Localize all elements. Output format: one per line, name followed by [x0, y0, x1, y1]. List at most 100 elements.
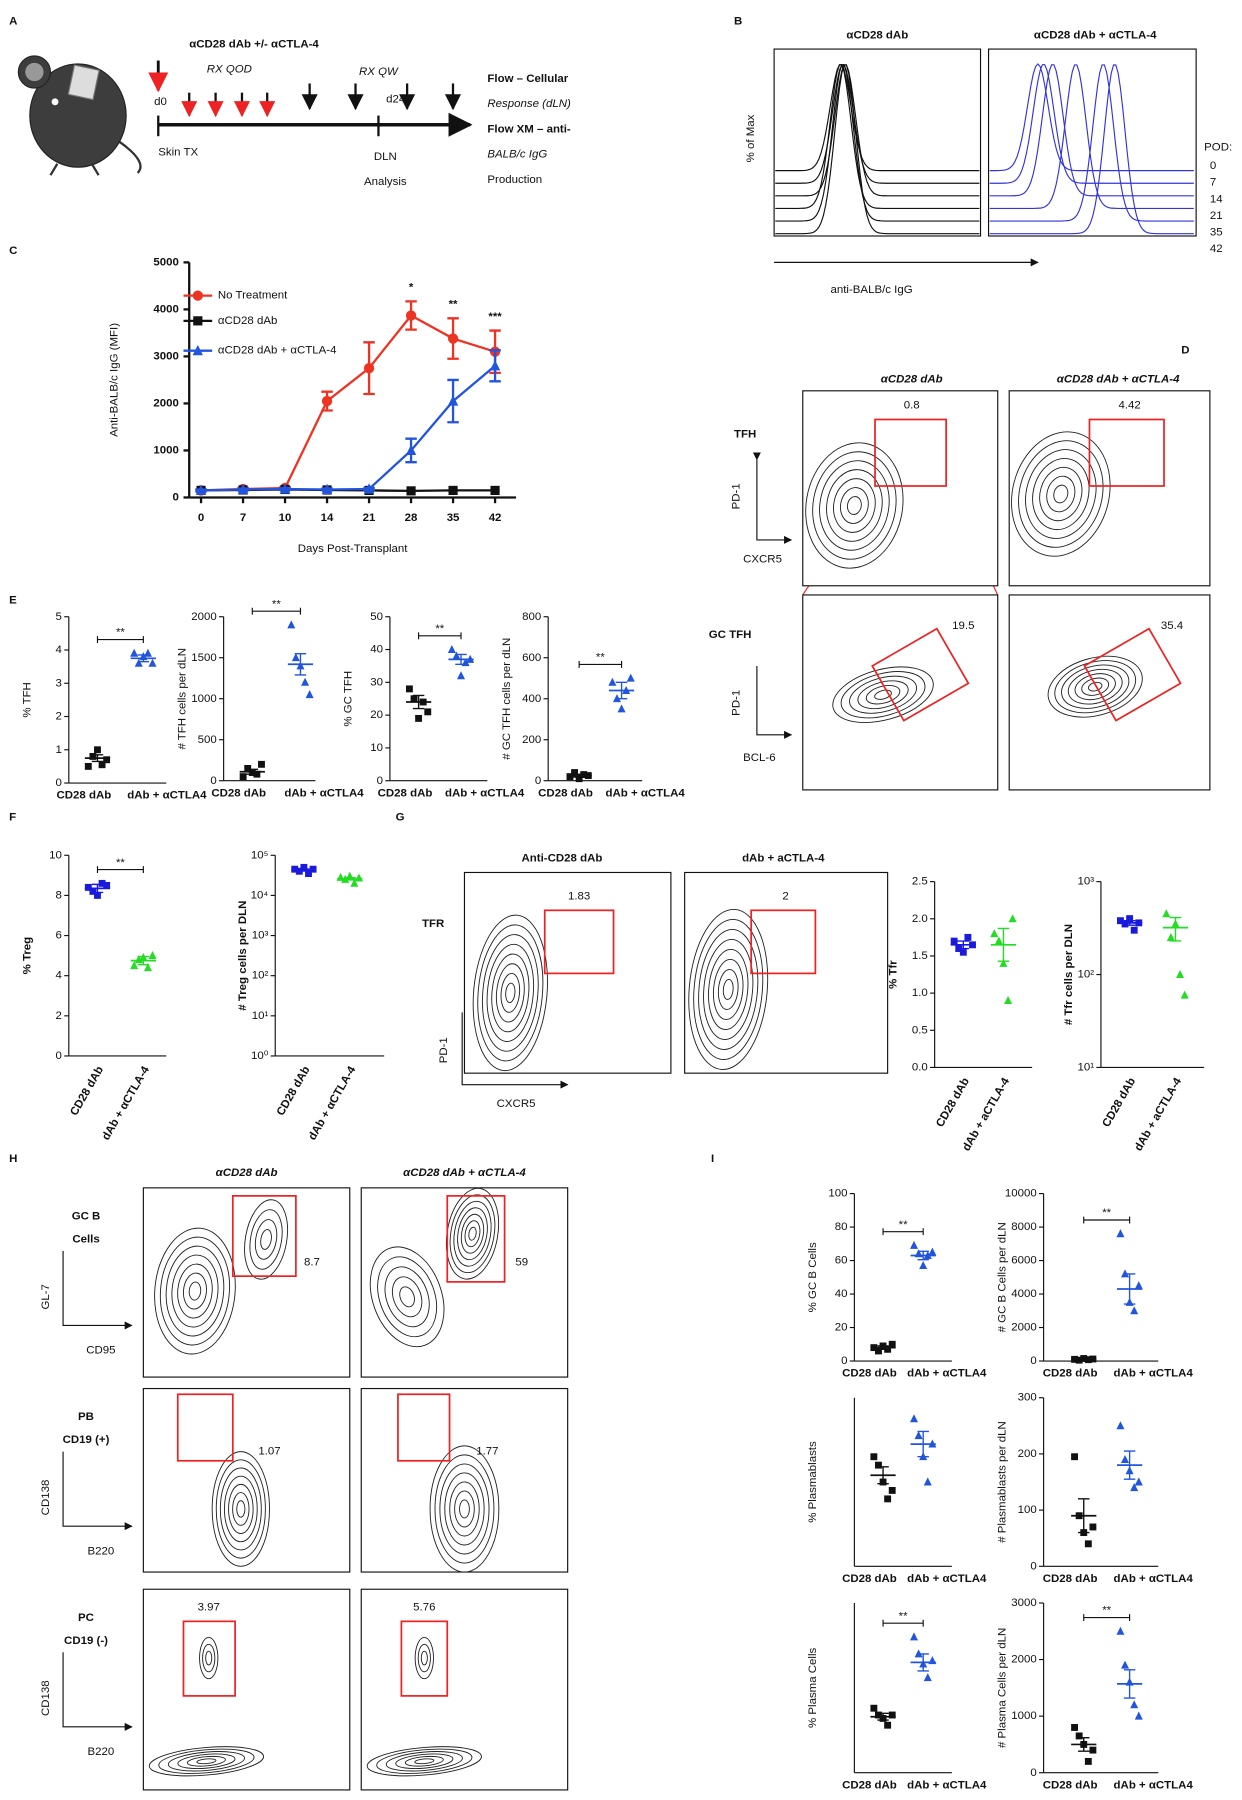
data-point: [1071, 1724, 1079, 1731]
readout-label: Flow XM – anti-: [487, 123, 571, 135]
y-axis-title: % Plasmablasts: [807, 1441, 819, 1523]
error-bar: [917, 1653, 929, 1672]
y-tick-label: 40: [835, 1288, 848, 1300]
y-tick-label: 10³: [252, 930, 269, 942]
data-point: [424, 708, 432, 716]
x-tick-label: dAb + αCTLA4: [907, 1368, 987, 1380]
y-tick-label: 10: [49, 849, 62, 861]
data-point: [1166, 932, 1175, 942]
y-tick-label: 0: [56, 1050, 62, 1062]
data-point: [1084, 1540, 1092, 1548]
significance-bracket: [96, 866, 144, 874]
x-tick-label: 35: [447, 512, 460, 524]
y-tick-label: 1.5: [912, 950, 928, 962]
data-point: [94, 891, 101, 899]
data-point: [363, 483, 375, 494]
y-tick-label: 1.0: [912, 987, 928, 999]
y-tick-label: 10¹: [252, 1010, 269, 1022]
y-tick-label: 0: [535, 775, 541, 787]
data-point: [192, 344, 203, 356]
series-line: [201, 364, 496, 492]
contour: [459, 1499, 470, 1519]
flow-plot-frame: [360, 1387, 569, 1573]
x-axis-title: Days Post-Transplant: [298, 543, 409, 555]
data-point: [258, 760, 265, 768]
x-tick-label: CD28 dAb: [68, 1064, 106, 1117]
y-tick-label: 400: [522, 693, 541, 705]
y-tick-label: 4000: [153, 303, 178, 315]
data-point: [875, 1461, 882, 1469]
row-title: TFH: [734, 428, 756, 440]
error-bar: [137, 955, 150, 966]
error-bar: [412, 694, 425, 710]
legend-label: 14: [1210, 193, 1223, 205]
error-bar: [344, 876, 356, 881]
gate-value: 1.07: [258, 1446, 280, 1458]
data-point: [193, 316, 203, 326]
gate: [871, 627, 970, 722]
contour: [211, 1451, 270, 1567]
data-point: [1162, 909, 1171, 918]
x-tick-label: 7: [240, 512, 246, 524]
x-tick-label: CD28 dAb: [934, 1076, 972, 1129]
significance-label: **: [435, 623, 444, 635]
data-point: [999, 958, 1008, 967]
data-point: [1134, 1711, 1143, 1720]
y-tick-label: 2000: [1011, 1322, 1036, 1334]
y-tick-label: 3000: [1011, 1597, 1036, 1609]
x-tick-label: CD28 dAb: [1101, 1076, 1139, 1129]
contour: [395, 1753, 454, 1770]
y-axis-title: # Plasmablasts per dLN: [996, 1421, 1008, 1543]
y-axis-title: % TFH: [22, 682, 34, 717]
contour: [434, 1454, 495, 1564]
contour: [165, 1245, 225, 1337]
y-tick-label: 10⁵: [251, 849, 269, 861]
contour: [454, 1490, 475, 1528]
significance-label: **: [116, 857, 125, 869]
readout-label: Response (dLN): [487, 98, 571, 110]
y-tick-label: 10¹: [1077, 1061, 1094, 1073]
contour: [1032, 458, 1090, 531]
gate-value: 35.4: [1161, 620, 1184, 632]
data-point: [914, 1431, 923, 1440]
gate: [176, 1393, 234, 1462]
data-point: [134, 658, 143, 667]
x-tick-label: CD28 dAb: [842, 1368, 897, 1380]
contour: [182, 1272, 207, 1310]
data-point: [305, 690, 314, 699]
axis-label: PD-1: [730, 483, 742, 509]
data-point: [994, 936, 1003, 945]
contour: [385, 1751, 463, 1772]
data-point: [1008, 914, 1017, 923]
gate: [231, 1195, 297, 1278]
y-tick-label: 8: [56, 889, 62, 901]
row-title: PC: [78, 1612, 94, 1624]
y-tick-label: 10⁰: [251, 1050, 269, 1062]
data-point: [1075, 1732, 1083, 1740]
treatment-label: RX QOD: [207, 64, 252, 76]
contour: [708, 948, 749, 1030]
contour: [159, 1236, 231, 1346]
panel-label: F: [9, 811, 16, 823]
contour: [215, 1459, 266, 1559]
data-point: [1116, 1229, 1125, 1238]
data-point: [875, 1711, 882, 1719]
gate-value: 19.5: [952, 620, 974, 632]
contour: [366, 1746, 482, 1777]
y-tick-label: 30: [370, 676, 383, 688]
data-point: [990, 929, 999, 938]
contour: [833, 478, 876, 533]
data-point: [103, 881, 111, 889]
error-bar: [1123, 1450, 1136, 1480]
contour: [254, 1219, 278, 1260]
legend-title: POD:: [1204, 142, 1232, 154]
data-point: [103, 756, 111, 764]
data-point: [89, 752, 97, 760]
x-tick-label: dAb + αCTLA4: [127, 790, 207, 802]
y-tick-label: 4: [56, 644, 63, 656]
column-title: αCD28 dAb: [881, 373, 943, 385]
y-tick-label: 0: [1030, 1767, 1036, 1779]
y-axis-title: # GC TFH cells per dLN: [501, 638, 513, 760]
data-point: [148, 658, 157, 667]
contour: [219, 1467, 262, 1551]
